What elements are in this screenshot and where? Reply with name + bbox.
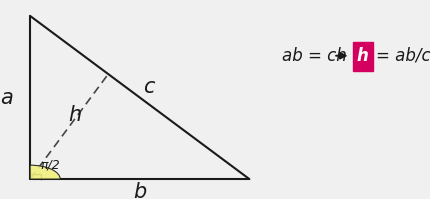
Wedge shape: [30, 165, 60, 179]
Text: = ab/c: = ab/c: [376, 47, 430, 65]
Text: π/2: π/2: [40, 158, 60, 171]
Text: ab = ch: ab = ch: [282, 47, 347, 65]
Text: c: c: [143, 77, 154, 97]
Text: b: b: [133, 182, 146, 199]
Text: a: a: [0, 88, 13, 107]
Bar: [353, 42, 373, 71]
Text: h: h: [357, 47, 369, 65]
Text: h: h: [69, 105, 82, 125]
